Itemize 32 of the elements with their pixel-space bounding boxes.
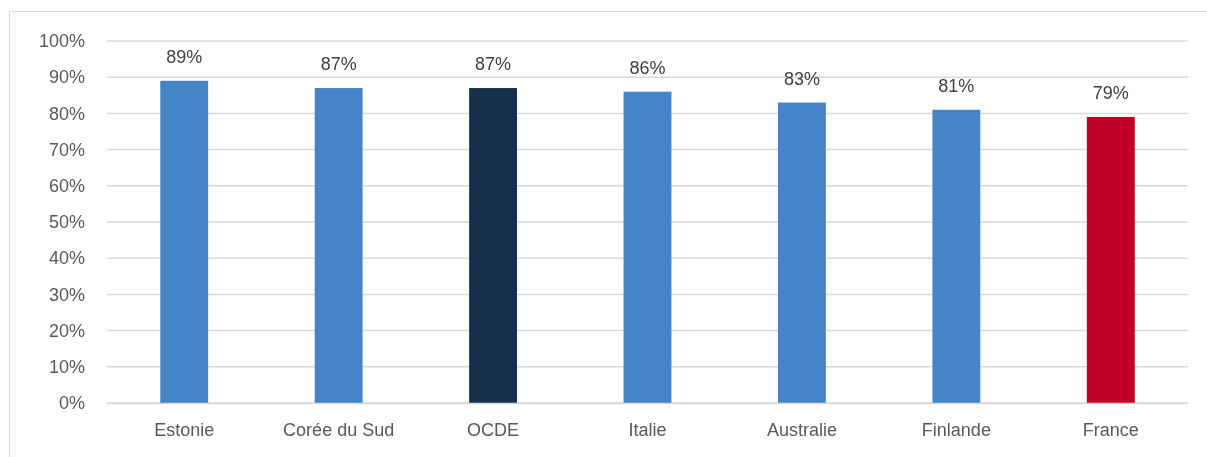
x-tick-label: OCDE [467,419,520,440]
data-label: 79% [1092,83,1129,104]
x-tick-label: Italie [628,419,667,440]
y-tick-label: 100% [38,31,85,52]
data-label: 86% [629,57,666,78]
x-tick-label: Australie [766,419,837,440]
bar [623,91,672,403]
y-tick-label: 10% [48,357,85,378]
y-tick-label: 70% [48,139,85,160]
bar [777,102,826,403]
y-tick-label: 50% [48,212,85,233]
data-label: 87% [475,54,512,75]
x-tick-label: Estonie [154,419,215,440]
bar [160,80,209,403]
x-tick-label: Finlande [921,419,991,440]
data-label: 89% [166,46,203,67]
y-tick-label: 30% [48,284,85,305]
y-tick-label: 0% [58,393,85,414]
data-label: 81% [938,75,975,96]
y-tick-label: 20% [48,320,85,341]
x-tick-label: France [1082,419,1139,440]
bar [469,88,518,403]
bar [1086,117,1135,403]
bar [314,88,363,403]
y-tick-label: 90% [48,67,85,88]
data-label: 83% [783,68,820,89]
y-tick-label: 60% [48,176,85,197]
x-tick-label: Corée du Sud [283,419,395,440]
bar [932,109,981,403]
data-label: 87% [320,54,357,75]
y-tick-label: 40% [48,248,85,269]
y-tick-label: 80% [48,103,85,124]
